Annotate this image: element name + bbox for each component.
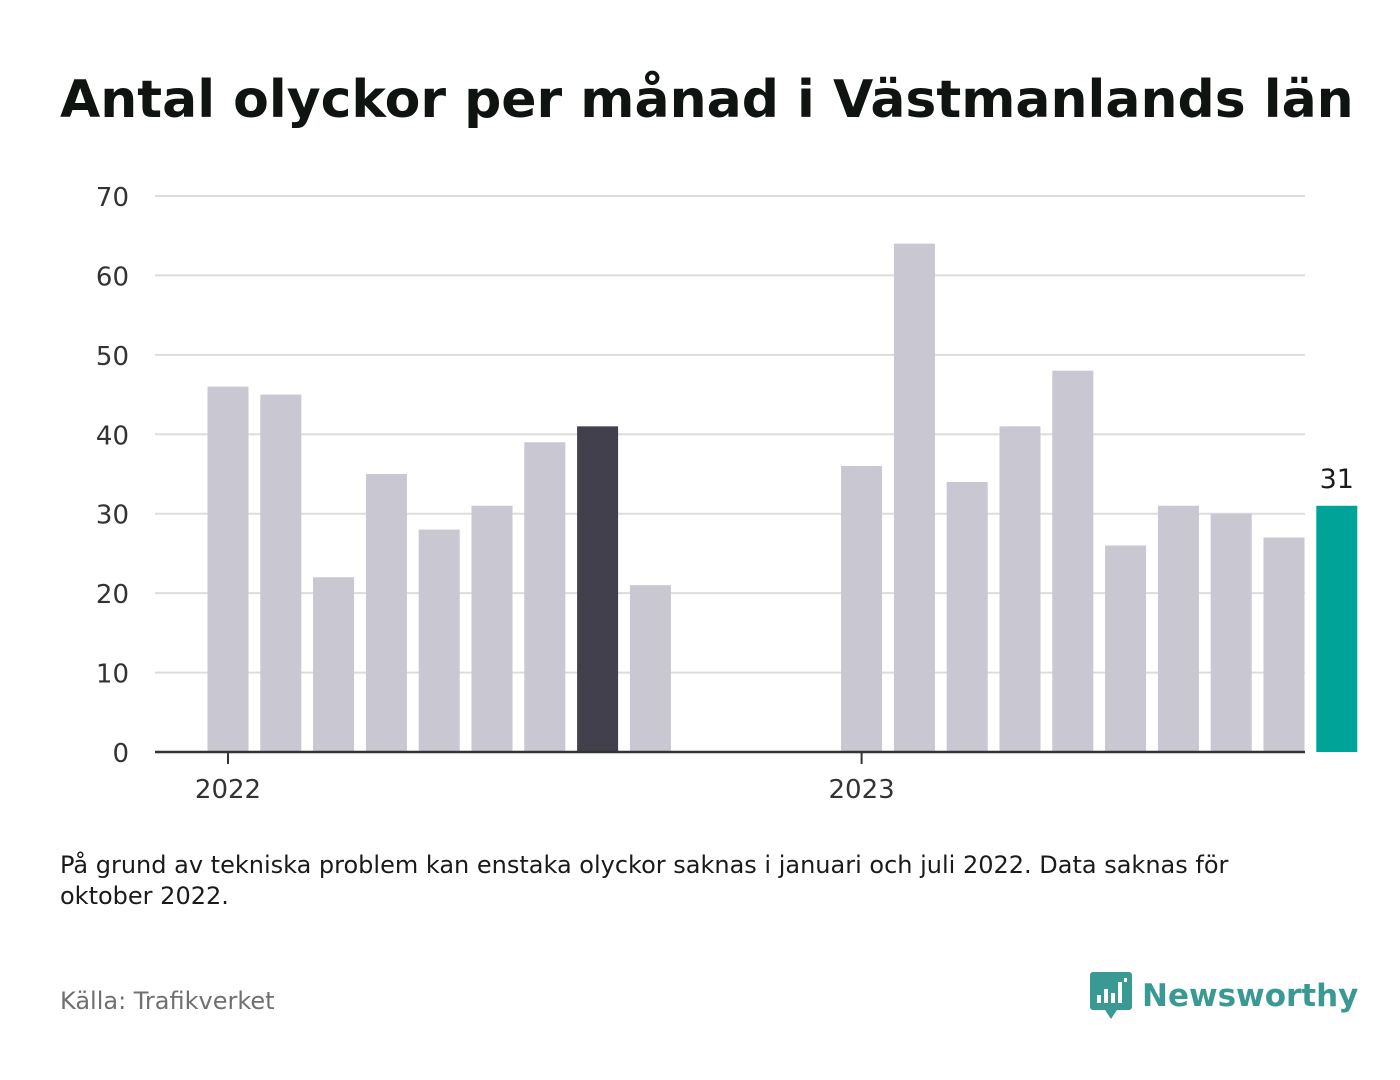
y-axis-ticks: 0 10 20 30 40 50 60 70 [96,183,129,769]
bar-2022-06 [471,505,513,752]
chart-note: På grund av tekniska problem kan enstaka… [60,851,1229,910]
bar-2023-03 [946,481,988,752]
y-tick-label: 40 [96,421,129,451]
newsworthy-logo-icon [1090,972,1132,1019]
x-tick-label: 2023 [829,775,895,805]
y-tick-label: 20 [96,580,129,610]
bar-chart: 0 10 20 30 40 50 60 70 2022 2023 31 [96,183,1358,805]
y-tick-label: 60 [96,262,129,292]
bar-2022-01 [207,386,249,752]
source-label: Källa: Trafikverket [60,987,275,1015]
brand-logo[interactable]: Newsworthy [1090,970,1358,1022]
bar-2023-02 [893,243,935,752]
bar-2022-03 [313,577,355,752]
bar-2023-01 [841,466,883,752]
data-label: 31 [1320,464,1354,495]
bar-2022-05 [418,529,460,752]
bar-2023-06 [1105,545,1147,752]
y-tick-label: 30 [96,501,129,531]
brand-name: Newsworthy [1142,978,1359,1014]
bar-2022-02 [260,394,302,752]
bar-2023-09 [1263,537,1305,752]
chart-title: Antal olyckor per månad i Västmanlands l… [60,70,1354,130]
bar-2023-04 [999,426,1041,752]
y-tick-label: 10 [96,660,129,690]
bar-2022-04 [365,474,407,752]
bar-2022-09 [629,585,671,752]
bar-2023-08 [1210,513,1252,752]
bar-2023-07 [1157,505,1199,752]
value-labels: 31 [1320,464,1354,495]
y-tick-label: 0 [112,739,129,769]
y-tick-label: 50 [96,342,129,372]
x-axis-ticks: 2022 2023 [195,752,895,805]
y-tick-label: 70 [96,183,129,213]
bar-2022-07 [524,442,566,752]
x-tick-label: 2022 [195,775,261,805]
bar-2022-08 [577,426,619,752]
bars [207,243,1358,752]
bar-2023-05 [1052,370,1094,752]
bar-2023-10 [1316,505,1358,752]
